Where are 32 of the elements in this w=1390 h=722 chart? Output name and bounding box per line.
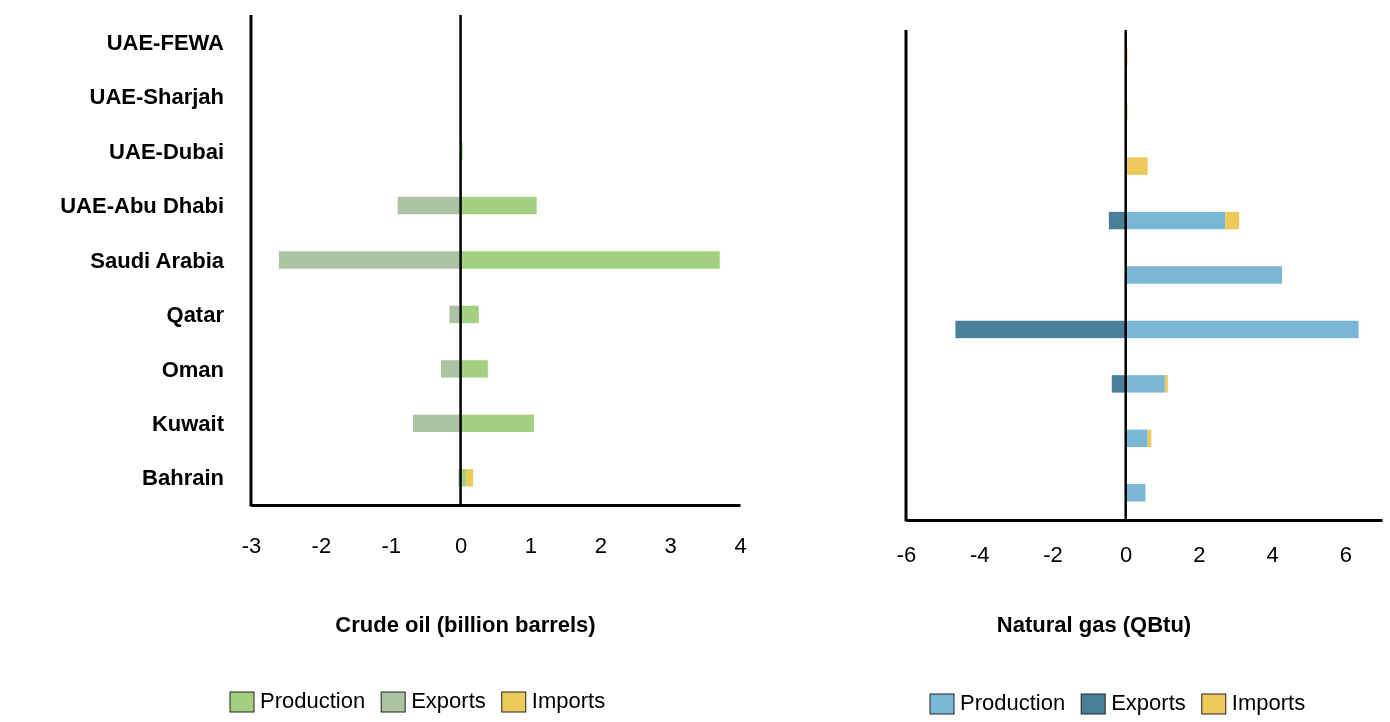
x-tick-label: -2	[1043, 541, 1063, 567]
x-tick-label: 4	[1266, 541, 1279, 567]
y-tick-label: Kuwait	[151, 411, 225, 437]
x-tick-label: 1	[524, 532, 538, 558]
y-tick-label: UAE-Dubai	[109, 138, 224, 164]
legend-label: Imports	[1231, 690, 1306, 715]
x-tick-label: -3	[241, 532, 262, 558]
x-tick-label: 2	[1193, 541, 1206, 567]
y-tick-label: Bahrain	[142, 465, 224, 491]
y-tick-label: UAE-FEWA	[106, 29, 225, 55]
x-tick-label: 0	[454, 532, 468, 558]
y-tick-label: Qatar	[166, 302, 225, 328]
y-tick-label: Saudi Arabia	[90, 247, 225, 273]
x-tick-label: 3	[664, 532, 677, 558]
x-axis-title: Crude oil (billion barrels)	[335, 612, 596, 637]
legend-label: Production	[960, 690, 1066, 715]
x-tick-label: -1	[381, 532, 401, 558]
x-tick-label: 0	[1120, 541, 1133, 567]
y-tick-label: UAE-Abu Dhabi	[60, 193, 224, 219]
y-tick-label: UAE-Sharjah	[89, 84, 224, 110]
x-axis-title: Natural gas (QBtu)	[996, 612, 1192, 637]
legend-label: Production	[260, 688, 366, 713]
legend-label: Exports	[411, 688, 486, 713]
legend-label: Imports	[531, 688, 606, 713]
x-tick-label: 4	[734, 532, 747, 558]
x-tick-label: -6	[896, 541, 917, 567]
x-tick-label: -4	[969, 541, 990, 567]
x-tick-label: 6	[1339, 541, 1353, 567]
x-tick-label: 2	[594, 532, 607, 558]
legend-label: Exports	[1111, 690, 1186, 715]
x-tick-label: -2	[311, 532, 332, 558]
y-tick-label: Oman	[161, 356, 224, 382]
